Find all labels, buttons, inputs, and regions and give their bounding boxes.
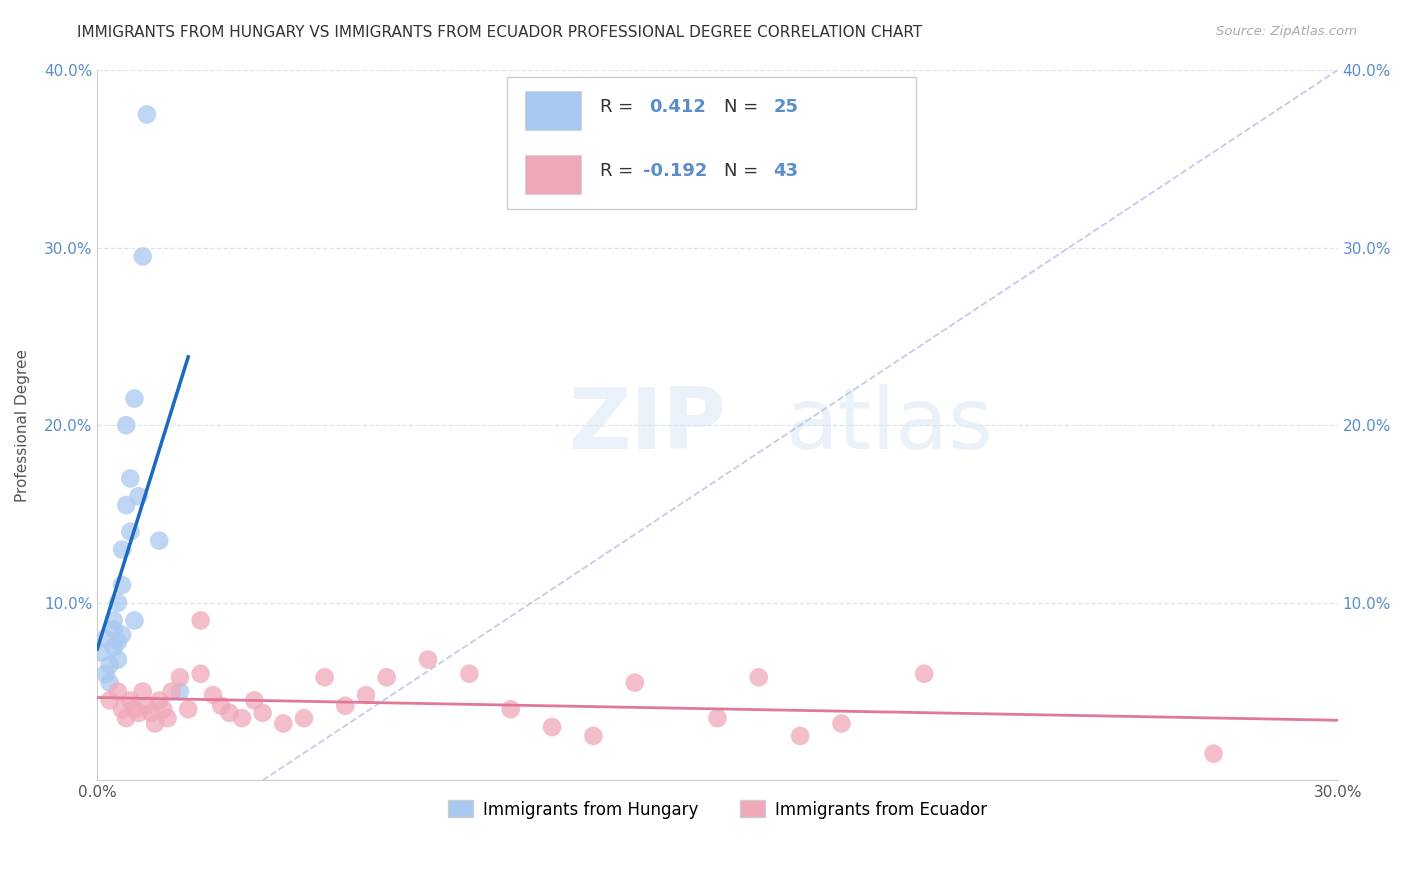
Y-axis label: Professional Degree: Professional Degree [15,349,30,501]
Point [202,688,225,702]
Point [128,489,150,503]
Text: N =: N = [724,162,763,180]
Legend: Immigrants from Hungary, Immigrants from Ecuador: Immigrants from Hungary, Immigrants from… [441,794,994,825]
Point [499,702,522,716]
Point [271,716,294,731]
Bar [526,155,581,194]
Text: N =: N = [724,98,763,116]
Point [252,706,274,720]
Point [111,578,134,592]
Point [107,652,129,666]
Point [98,675,121,690]
Point [160,684,183,698]
Point [94,632,117,646]
Point [111,628,134,642]
Text: 25: 25 [773,98,799,116]
Point [156,711,179,725]
Text: Source: ZipAtlas.com: Source: ZipAtlas.com [1216,25,1357,38]
Point [458,666,481,681]
Point [128,706,150,720]
Point [789,729,811,743]
Point [98,693,121,707]
Point [107,635,129,649]
Point [103,640,125,654]
Point [231,711,253,725]
Point [90,645,112,659]
Point [103,614,125,628]
Point [115,711,138,725]
Point [243,693,266,707]
Point [135,107,157,121]
Point [124,392,146,406]
Point [135,698,157,713]
Point [177,702,200,716]
Point [314,670,336,684]
Point [623,675,645,690]
Point [375,670,398,684]
Point [1202,747,1225,761]
Point [132,250,155,264]
Point [115,498,138,512]
Text: R =: R = [599,98,638,116]
Point [120,524,142,539]
Point [132,684,155,698]
Point [115,418,138,433]
Point [706,711,728,725]
Point [218,706,240,720]
Point [124,702,146,716]
Point [94,666,117,681]
Text: atlas: atlas [786,384,994,467]
Point [169,684,191,698]
Point [335,698,357,713]
Point [190,666,212,681]
Point [169,670,191,684]
Point [103,623,125,637]
Point [190,614,212,628]
Text: 43: 43 [773,162,799,180]
Point [120,471,142,485]
Point [107,684,129,698]
Point [111,702,134,716]
Point [124,614,146,628]
Text: -0.192: -0.192 [643,162,707,180]
Point [830,716,852,731]
Point [582,729,605,743]
Text: ZIP: ZIP [568,384,727,467]
Point [354,688,377,702]
Point [139,706,162,720]
Point [111,542,134,557]
Point [148,693,170,707]
Point [292,711,315,725]
FancyBboxPatch shape [506,78,915,209]
Text: R =: R = [599,162,638,180]
Point [152,702,174,716]
Point [748,670,770,684]
Point [107,596,129,610]
Point [143,716,166,731]
Text: 0.412: 0.412 [650,98,706,116]
Point [541,720,564,734]
Point [148,533,170,548]
Point [120,693,142,707]
Point [912,666,935,681]
Point [416,652,439,666]
Point [98,657,121,672]
Point [209,698,232,713]
Text: IMMIGRANTS FROM HUNGARY VS IMMIGRANTS FROM ECUADOR PROFESSIONAL DEGREE CORRELATI: IMMIGRANTS FROM HUNGARY VS IMMIGRANTS FR… [77,25,922,40]
Bar [526,91,581,130]
